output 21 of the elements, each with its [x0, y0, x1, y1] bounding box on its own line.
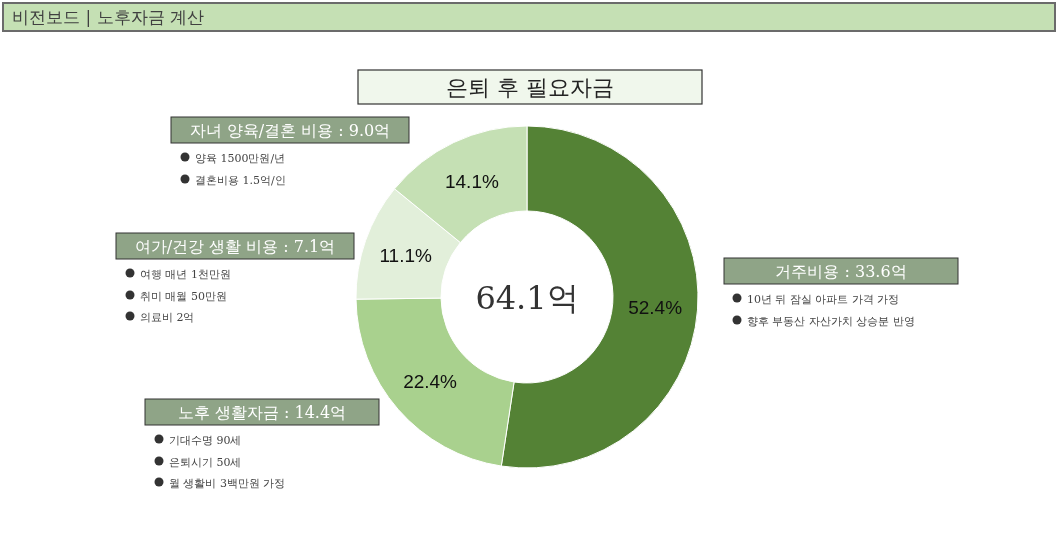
- chart-subtitle: 비전보드 | 노후자금 계산: [12, 7, 204, 27]
- data-label: 11.1%: [379, 244, 433, 266]
- text: 양육 1500만원/년: [195, 152, 286, 165]
- text: 64.1억: [475, 279, 579, 317]
- text: 여행 매년 1천만원: [140, 268, 231, 281]
- data-label: 52.4%: [628, 296, 683, 318]
- text: 결혼비용 1.5억/인: [195, 174, 286, 187]
- text: 10년 뒤 잠실 아파트 가격 가정: [747, 293, 900, 306]
- slice-label: 자녀 양육/결혼 비용 : 9.0억: [189, 121, 391, 140]
- text: 기대수명 90세: [169, 434, 242, 447]
- data-label: 14.1%: [444, 170, 499, 192]
- slice-label: 노후 생활자금 : 14.4억: [177, 403, 347, 422]
- text: 의료비 2억: [140, 311, 195, 324]
- text: 향후 부동산 자산가치 상승분 반영: [747, 315, 915, 328]
- text: 취미 매월 50만원: [140, 290, 227, 303]
- slice-label: 거주비용 : 33.6억: [775, 262, 907, 281]
- text: 은퇴시기 50세: [169, 456, 242, 469]
- chart-title: 은퇴 후 필요자금: [446, 75, 614, 100]
- slice-label: 여가/건강 생활 비용 : 7.1억: [134, 237, 336, 256]
- text: 월 생활비 3백만원 가정: [169, 477, 286, 490]
- data-label: 22.4%: [403, 371, 458, 393]
